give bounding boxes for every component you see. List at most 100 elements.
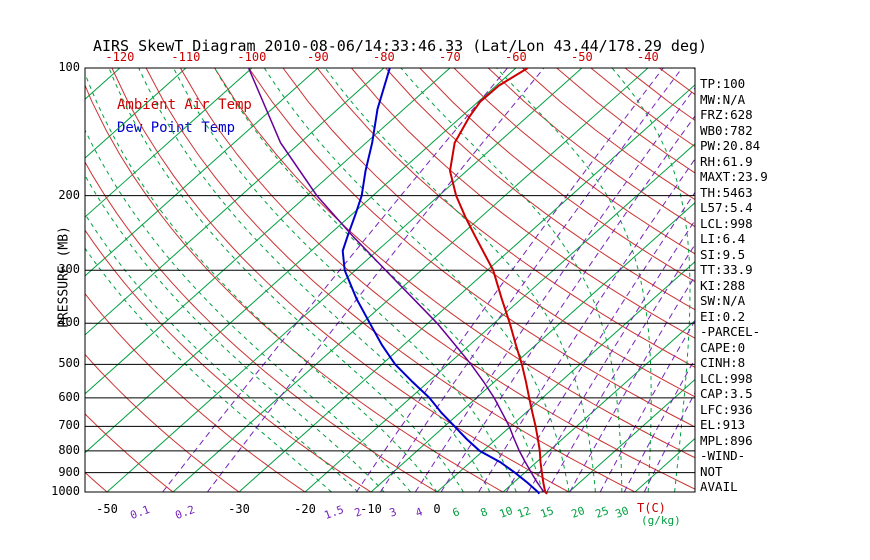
pressure-tick-label: 500 [58, 356, 80, 371]
stat-line: LCL:998 [700, 370, 753, 386]
stat-line: CINH:8 [700, 355, 746, 370]
dry-adiabat-line [85, 353, 240, 493]
mixing-unit-label: (g/kg) [641, 514, 681, 527]
stat-line: FRZ:628 [700, 107, 753, 122]
pressure-tick-label: 100 [58, 60, 80, 74]
bottom-temp-tick-label: -20 [294, 502, 316, 516]
pressure-tick-label: 1000 [51, 484, 80, 498]
stat-line: L57:5.4 [700, 200, 753, 215]
pressure-tick-label: 800 [58, 442, 80, 457]
top-temp-tick-label: -80 [373, 50, 395, 64]
stats-panel: TP:100 MW:N/A FRZ:628 WB0:782 PW:20.84 RH:61.… [700, 76, 768, 495]
legend-ambient-air-temp: Ambient Air Temp [117, 97, 252, 113]
moist-adiabat-line [85, 174, 385, 493]
stat-line: RH:61.9 [700, 153, 753, 169]
top-temp-tick-label: -60 [505, 50, 527, 64]
stat-line: EL:913 [700, 417, 746, 432]
isotherm-line [85, 68, 187, 159]
temp-unit-label: T(C) [637, 501, 666, 515]
dry-adiabat-line [85, 292, 306, 493]
mixing-ratio-line [207, 68, 545, 493]
stat-line: MAXT:23.9 [700, 169, 768, 184]
top-temp-tick-label: -70 [439, 50, 461, 64]
pressure-tick-label: 700 [58, 418, 80, 433]
mixing-ratio-line [599, 319, 695, 493]
stat-line: LI:6.4 [700, 231, 746, 246]
dry-adiabat-line [111, 68, 570, 493]
moist-adiabat-line [173, 68, 517, 493]
air-temp-curve [448, 68, 548, 495]
moist-adiabat-line [496, 68, 652, 492]
isotherm-line [85, 68, 253, 218]
mixing-ratio-line [379, 68, 683, 493]
mixing-ratio-line [546, 243, 695, 493]
mixing-ratio-line [414, 87, 695, 493]
stat-line: KI:288 [700, 277, 746, 293]
top-temp-tick-label: -120 [105, 50, 135, 64]
top-temp-tick-label: -90 [307, 50, 329, 64]
dry-adiabat-line [487, 68, 695, 228]
moist-adiabat-line [108, 68, 464, 493]
moist-adiabat-line [85, 213, 359, 493]
isotherm-line [370, 202, 695, 493]
mixing-ratio-line [355, 68, 664, 493]
isotherm-line [172, 68, 649, 493]
mixing-ratio-line [440, 115, 695, 493]
top-temp-tick-label: -110 [171, 50, 201, 64]
mixing-ratio-line [505, 191, 695, 493]
dry-adiabat-line [214, 68, 695, 459]
stat-line: AVAIL [700, 479, 738, 494]
dry-adiabat-line [316, 68, 695, 368]
isotherm-line [106, 68, 583, 493]
stat-line: NOT [700, 463, 723, 479]
bottom-temp-tick-label: -50 [96, 502, 118, 516]
dry-adiabat-line [85, 413, 174, 493]
moist-adiabat-line [611, 68, 691, 493]
moist-adiabat-line [85, 72, 438, 493]
mixing-ratio-line [569, 275, 695, 493]
stat-line: SI:9.5 [700, 246, 746, 262]
dry-adiabat-line [282, 68, 695, 398]
stat-line: EI:0.2 [700, 308, 746, 324]
dry-adiabat-line [85, 161, 438, 493]
plot-border [84, 67, 696, 493]
dry-adiabat-line [351, 68, 695, 339]
moist-adiabat-line [324, 68, 596, 493]
stat-line: CAPE:0 [700, 339, 746, 355]
dew-point-curve [341, 68, 541, 495]
parcel-trace-curve [247, 68, 545, 493]
moist-adiabat-line [138, 68, 491, 493]
moist-adiabat-line [85, 129, 411, 493]
pressure-tick-label: 600 [58, 389, 80, 404]
isotherm-line [304, 143, 695, 493]
stat-line: SW:N/A [700, 293, 746, 308]
bottom-temp-tick-label: -10 [360, 502, 382, 516]
stat-line: -WIND- [700, 448, 746, 463]
moist-adiabat-line [263, 68, 570, 493]
isotherm-line [85, 68, 517, 454]
stat-line: TH:5463 [700, 184, 753, 200]
mixing-ratio-line [623, 357, 695, 493]
dry-adiabat-line [145, 68, 636, 493]
top-temp-tick-label: -40 [637, 50, 659, 64]
dry-adiabat-line [419, 68, 695, 283]
pressure-tick-label: 400 [58, 315, 80, 330]
bottom-temp-tick-label: 0 [433, 502, 441, 516]
pressure-tick-label: 900 [58, 464, 80, 479]
isotherm-line [85, 68, 451, 395]
moist-adiabat-line [214, 68, 544, 493]
mixing-ratio-line [162, 68, 508, 493]
mixing-ratio-line [478, 158, 695, 493]
stat-line: TT:33.9 [700, 262, 753, 277]
stat-line: MW:N/A [700, 91, 746, 107]
moist-adiabat-line [85, 247, 332, 493]
pressure-tick-label: 200 [58, 187, 80, 202]
isotherm-line [502, 319, 695, 493]
dry-adiabat-line [385, 68, 695, 311]
isotherm-line [568, 378, 695, 493]
stat-line: LCL:998 [700, 215, 753, 231]
isotherm-line [85, 68, 385, 336]
isotherm-line [238, 84, 695, 493]
stat-line: TP:100 [700, 76, 746, 91]
